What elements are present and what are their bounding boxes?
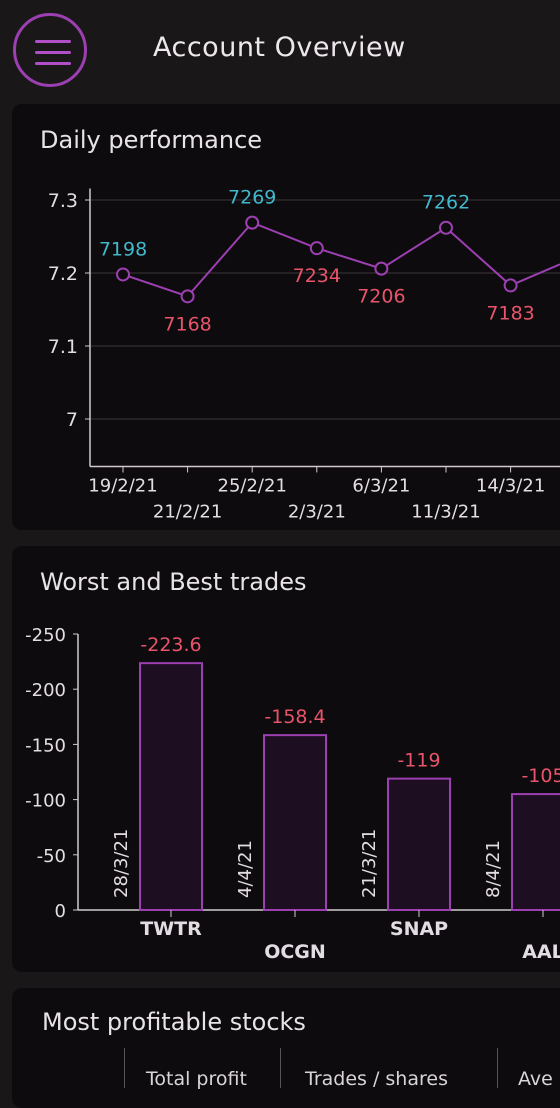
data-label: 7206 xyxy=(357,286,405,308)
x-tick-label: TWTR xyxy=(140,918,202,940)
menu-line xyxy=(35,40,71,43)
data-label: -119 xyxy=(397,750,440,772)
bar-date-label: 28/3/21 xyxy=(111,829,132,898)
x-tick-label: 25/2/21 xyxy=(218,475,287,496)
bar-date-label: 21/3/21 xyxy=(359,829,380,898)
x-tick-label: 21/2/21 xyxy=(153,501,222,522)
x-tick-label: OCGN xyxy=(264,941,326,963)
bar xyxy=(387,777,451,911)
y-tick-label: -50 xyxy=(37,846,66,867)
data-label: -105 xyxy=(521,765,560,787)
y-tick-label: -200 xyxy=(25,680,66,701)
column-divider xyxy=(280,1048,281,1088)
data-point xyxy=(116,267,130,282)
y-tick-label: 0 xyxy=(55,901,66,922)
card-title: Most profitable stocks xyxy=(42,1008,306,1036)
x-tick-label: 14/3/21 xyxy=(476,475,545,496)
data-label: 7262 xyxy=(422,192,470,214)
data-label: 7198 xyxy=(99,238,147,260)
data-point xyxy=(374,261,389,276)
data-label: -158.4 xyxy=(264,706,325,728)
y-tick-label: 7.3 xyxy=(48,190,78,212)
x-tick-label: 6/3/21 xyxy=(352,475,410,496)
hamburger-menu-icon[interactable] xyxy=(13,13,87,87)
x-tick-label: 2/3/21 xyxy=(288,501,346,522)
bar-date-label: 4/4/21 xyxy=(235,840,256,898)
profitable-table-header: Total profit Trades / shares Ave xyxy=(0,1048,560,1090)
x-tick-label: AAL xyxy=(522,941,560,963)
worst-best-trades-card: Worst and Best trades -250 -200 -150 -100 -5… xyxy=(12,546,560,972)
card-title: Worst and Best trades xyxy=(40,568,307,596)
data-label: -223.6 xyxy=(140,634,201,656)
bar xyxy=(263,734,327,911)
x-tick-label: 19/2/21 xyxy=(88,475,157,496)
y-tick-label: 7 xyxy=(66,409,78,431)
y-tick-label: -250 xyxy=(25,625,66,646)
bar xyxy=(511,793,560,911)
data-label: 7234 xyxy=(293,265,341,287)
daily-performance-card: Daily performance 7.3 7.2 7.1 7 19/2/21 21/2/… xyxy=(12,104,560,530)
column-divider xyxy=(124,1048,125,1088)
x-tick-label: 11/3/21 xyxy=(411,501,480,522)
data-point xyxy=(439,220,453,235)
daily-performance-chart: 7.3 7.2 7.1 7 19/2/21 21/2/21 25/2/212/3/21 6/3… xyxy=(48,187,560,522)
bar xyxy=(139,662,203,911)
data-point xyxy=(503,278,518,293)
data-label: 7168 xyxy=(163,313,211,335)
column-header[interactable]: Ave xyxy=(518,1068,553,1090)
data-point xyxy=(309,241,324,256)
y-tick-label: 7.2 xyxy=(48,263,78,285)
data-point xyxy=(180,289,195,304)
card-title: Daily performance xyxy=(40,126,263,154)
bar-date-label: 8/4/21 xyxy=(483,840,504,898)
data-label: 7183 xyxy=(486,302,534,324)
column-header[interactable]: Total profit xyxy=(146,1068,247,1090)
column-header[interactable]: Trades / shares xyxy=(305,1068,448,1090)
top-bar: Account Overview xyxy=(0,0,560,100)
worst-best-trades-chart: -250 -200 -150 -100 -50 0 -223.6 28/3/21 TWTR -15… xyxy=(25,625,560,963)
y-tick-label: -150 xyxy=(25,735,66,756)
column-divider xyxy=(497,1048,498,1088)
y-tick-label: 7.1 xyxy=(48,336,78,358)
menu-line xyxy=(35,51,71,54)
page-title: Account Overview xyxy=(153,32,406,63)
series-line xyxy=(122,221,560,298)
x-tick-label: SNAP xyxy=(390,918,448,940)
data-label: 7269 xyxy=(228,187,276,209)
menu-line xyxy=(35,62,71,65)
data-point xyxy=(245,215,260,230)
y-tick-label: -100 xyxy=(25,791,66,812)
